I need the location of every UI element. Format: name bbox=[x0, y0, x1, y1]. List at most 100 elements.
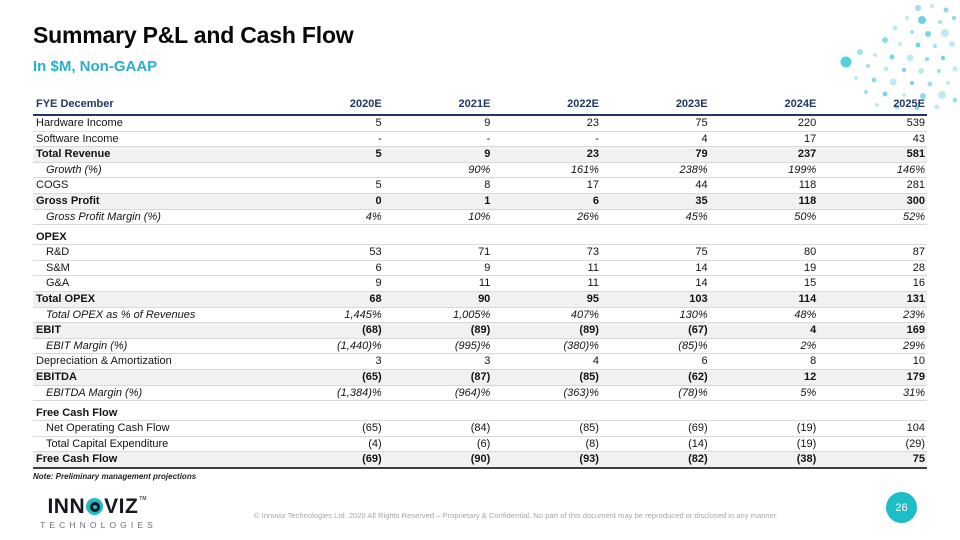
cell: (69) bbox=[600, 420, 710, 437]
column-header: 2021E bbox=[383, 96, 493, 116]
cell: (89) bbox=[492, 322, 601, 339]
column-header: 2024E bbox=[709, 96, 819, 116]
cell: (85) bbox=[492, 369, 601, 386]
column-header: 2020E bbox=[275, 96, 384, 116]
cell: (995)% bbox=[383, 338, 493, 355]
cell: 11 bbox=[492, 260, 601, 277]
table-row: G&A 9 11 11 14 15 16 bbox=[33, 275, 927, 293]
cell bbox=[600, 229, 710, 246]
cell: 4 bbox=[709, 322, 819, 339]
cell: 26% bbox=[492, 209, 601, 226]
row-label: COGS bbox=[33, 177, 275, 194]
cell bbox=[492, 229, 601, 246]
row-label: EBITDA Margin (%) bbox=[33, 385, 275, 402]
cell: 12 bbox=[709, 369, 819, 386]
cell: (65) bbox=[275, 369, 384, 386]
row-label: OPEX bbox=[33, 229, 275, 246]
cell: 237 bbox=[709, 146, 819, 163]
cell: 2% bbox=[709, 338, 819, 355]
table-row: EBIT (68) (89) (89) (67) 4 169 bbox=[33, 322, 927, 339]
table-row: Total Revenue 5 9 23 79 237 581 bbox=[33, 146, 927, 163]
cell: 68 bbox=[275, 291, 384, 308]
table-row: Total Capital Expenditure (4) (6) (8) (14) (1… bbox=[33, 436, 927, 453]
slide-subtitle: In $M, Non-GAAP bbox=[33, 58, 158, 75]
cell: - bbox=[275, 131, 384, 148]
cell: 75 bbox=[600, 244, 710, 261]
cell: (14) bbox=[600, 436, 710, 453]
cell: 5 bbox=[275, 115, 384, 132]
row-label: EBITDA bbox=[33, 369, 275, 386]
row-label: Hardware Income bbox=[33, 115, 275, 132]
table-row: OPEX bbox=[33, 229, 927, 246]
cell: 161% bbox=[492, 162, 601, 179]
cell: (19) bbox=[709, 436, 819, 453]
cell: 6 bbox=[492, 193, 601, 210]
row-label: EBIT bbox=[33, 322, 275, 339]
cell: (380)% bbox=[492, 338, 601, 355]
cell: 238% bbox=[600, 162, 710, 179]
cell bbox=[492, 405, 601, 422]
row-label: R&D bbox=[33, 244, 275, 261]
table-row: R&D 53 71 73 75 80 87 bbox=[33, 244, 927, 261]
cell: (84) bbox=[383, 420, 493, 437]
cell: 11 bbox=[492, 275, 601, 293]
cell: 103 bbox=[600, 291, 710, 308]
table-row: Free Cash Flow (69) (90) (93) (82) (38) 75 bbox=[33, 451, 927, 470]
table-row: Software Income - - -4 17 43 bbox=[33, 131, 927, 148]
cell: 73 bbox=[492, 244, 601, 261]
cell: 114 bbox=[709, 291, 819, 308]
cell: (19) bbox=[709, 420, 819, 437]
cell: 90% bbox=[383, 162, 493, 179]
cell: 118 bbox=[709, 177, 819, 194]
row-label: G&A bbox=[33, 275, 275, 293]
table-row: Gross Profit Margin (%) 4% 10% 26% 45% 50% 52% bbox=[33, 209, 927, 226]
cell: (90) bbox=[383, 451, 493, 470]
cell: 80 bbox=[709, 244, 819, 261]
row-label: Free Cash Flow bbox=[33, 451, 275, 470]
cell: 581 bbox=[818, 146, 927, 163]
cell: 19 bbox=[709, 260, 819, 277]
column-header: 2022E bbox=[492, 96, 601, 116]
cell: 31% bbox=[818, 385, 927, 402]
cell: 23 bbox=[492, 115, 601, 132]
cell: 11 bbox=[383, 275, 493, 293]
cell: 281 bbox=[818, 177, 927, 194]
cell: 220 bbox=[709, 115, 819, 132]
cell bbox=[600, 405, 710, 422]
cell: (89) bbox=[383, 322, 493, 339]
cell: 9 bbox=[275, 275, 384, 293]
logo-text-part1: INN bbox=[47, 495, 86, 518]
copyright-text: © Innoviz Technologies Ltd. 2020 All Rig… bbox=[253, 511, 779, 520]
cell: 131 bbox=[818, 291, 927, 308]
cell: 300 bbox=[818, 193, 927, 210]
cell: (87) bbox=[383, 369, 493, 386]
cell: (85) bbox=[492, 420, 601, 437]
trademark-label: TM bbox=[139, 496, 147, 502]
cell: 23 bbox=[492, 146, 601, 163]
cell: (8) bbox=[492, 436, 601, 453]
cell: 53 bbox=[275, 244, 384, 261]
innoviz-logo: INN VIZ TM TECHNOLOGIES bbox=[33, 496, 161, 530]
row-label: EBIT Margin (%) bbox=[33, 338, 275, 355]
row-label: Gross Profit bbox=[33, 193, 275, 210]
cell: 5% bbox=[709, 385, 819, 402]
cell: 50% bbox=[709, 209, 819, 226]
cell: 539 bbox=[818, 115, 927, 132]
cell: 16 bbox=[818, 275, 927, 293]
cell: 71 bbox=[383, 244, 493, 261]
table-row: EBIT Margin (%) (1,440)% (995)% (380)% (85)%… bbox=[33, 338, 927, 355]
pnl-table-container: FYE December 2020E 2021E 2022E 2023E 2024E 202… bbox=[33, 96, 927, 470]
row-label: Total Revenue bbox=[33, 146, 275, 163]
table-row: EBITDA (65) (87) (85) (62) 12 179 bbox=[33, 369, 927, 386]
cell bbox=[383, 405, 493, 422]
cell: 8 bbox=[709, 353, 819, 370]
table-row: COGS 5 8 17 44 118 281 bbox=[33, 177, 927, 194]
cell: 4 bbox=[600, 131, 710, 148]
cell: (6) bbox=[383, 436, 493, 453]
table-row: Hardware Income 5 9 23 75 220 539 bbox=[33, 115, 927, 132]
table-row: S&M 6 9 11 14 19 28 bbox=[33, 260, 927, 277]
cell: (62) bbox=[600, 369, 710, 386]
cell: (85)% bbox=[600, 338, 710, 355]
cell: 17 bbox=[492, 177, 601, 194]
logo-subtext: TECHNOLOGIES bbox=[40, 520, 157, 530]
